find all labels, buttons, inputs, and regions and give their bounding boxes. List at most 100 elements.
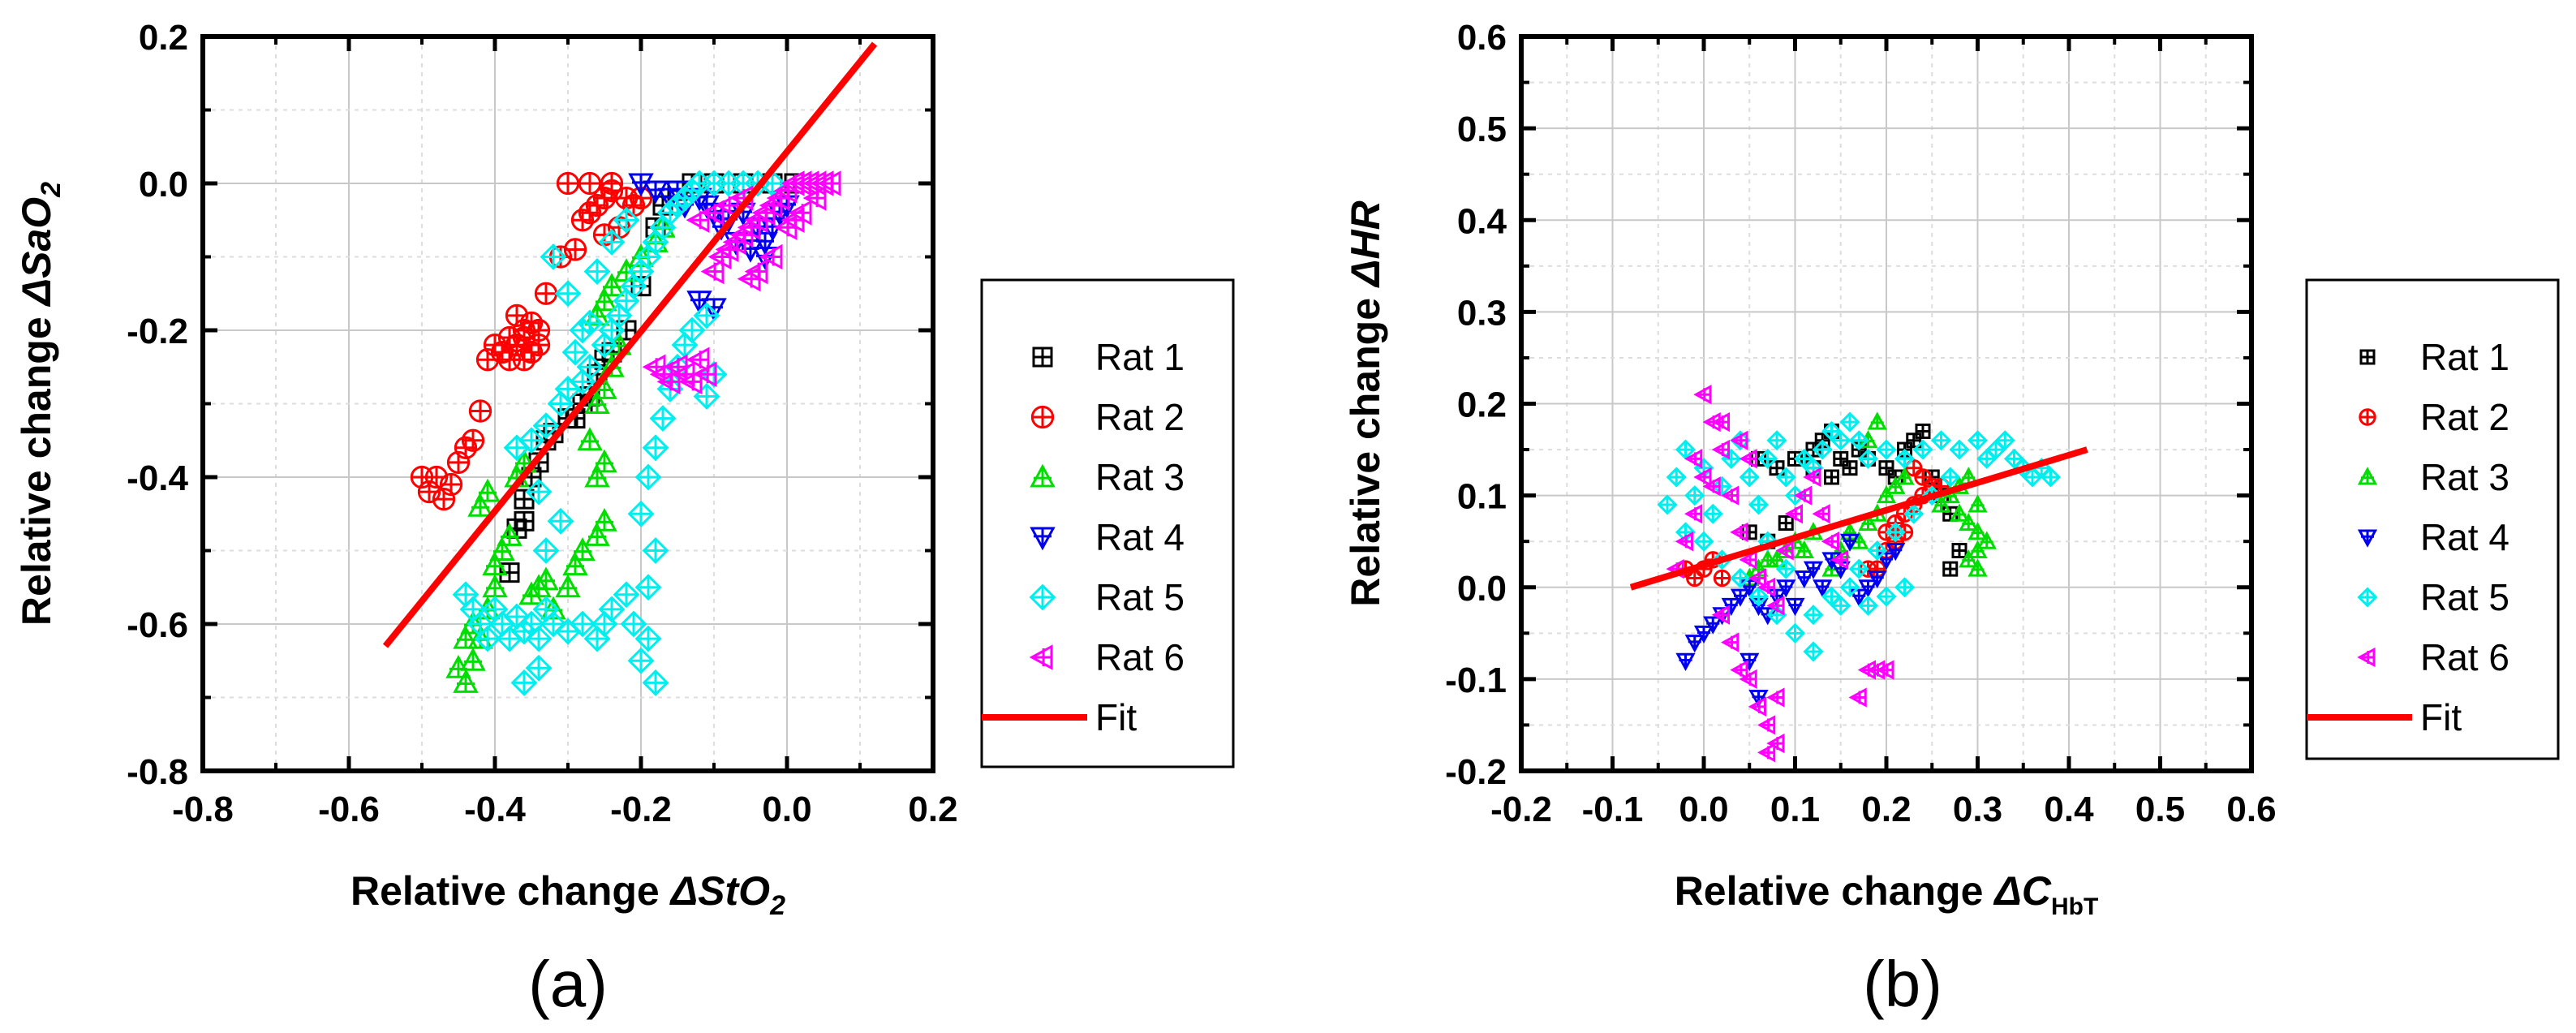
- data-point: [591, 507, 617, 532]
- data-point: [1684, 449, 1703, 469]
- x-tick-label: 0.3: [1953, 790, 2002, 829]
- data-point: [1942, 561, 1959, 577]
- data-point: [1702, 503, 1723, 524]
- x-tick-label: -0.1: [1582, 790, 1644, 829]
- y-tick-label: -0.8: [127, 752, 188, 792]
- data-point: [686, 207, 710, 233]
- legend-item: Rat 6: [1029, 636, 1185, 678]
- x-tick-label: -0.4: [464, 790, 526, 829]
- data-point: [1824, 469, 1839, 485]
- data-point: [1976, 531, 1997, 549]
- x-axis-label-a: Relative change ΔStO2: [350, 868, 785, 921]
- x-tick-label: 0.0: [762, 790, 811, 829]
- data-point: [1803, 467, 1821, 488]
- data-point: [562, 552, 588, 576]
- legend-label: Rat 5: [1095, 576, 1185, 618]
- data-point: [554, 280, 582, 308]
- ticks-a: -0.8 -0.6 -0.4 -0.2 0.0 0.2 -0.8 -0.6 -0.4 -0.2 0.…: [127, 18, 957, 829]
- data-point: [642, 434, 669, 462]
- legend-item: Rat 4: [2357, 516, 2509, 558]
- data-point: [1849, 588, 1869, 607]
- data-point: [1867, 570, 1887, 589]
- data-point: [461, 428, 485, 452]
- data-point: [1967, 522, 1988, 540]
- x-tick-label: -0.6: [318, 790, 380, 829]
- data-point: [1666, 467, 1687, 488]
- data-point: [1867, 411, 1887, 430]
- data-point: [1914, 468, 1932, 486]
- legend-item: Rat 2: [2359, 396, 2509, 438]
- data-point: [1721, 597, 1741, 617]
- data-point: [1730, 430, 1748, 450]
- data-point: [1803, 605, 1824, 626]
- data-point: [1949, 503, 1970, 522]
- data-point: [1794, 570, 1814, 589]
- legend-item: Rat 2: [1030, 396, 1185, 438]
- data-point: [1839, 411, 1860, 433]
- data-point: [1713, 569, 1731, 588]
- marks-b: [1629, 385, 2088, 763]
- data-point: [1930, 430, 1952, 451]
- data-point: [445, 654, 471, 678]
- fit-line: [382, 41, 878, 648]
- x-tick-label: -0.2: [610, 790, 672, 829]
- legend-label: Rat 3: [1095, 456, 1185, 498]
- data-point: [1657, 494, 1678, 515]
- data-point: [1812, 439, 1833, 460]
- data-point: [1803, 641, 1824, 662]
- data-point: [497, 523, 523, 546]
- data-point: [1769, 460, 1785, 476]
- grid-b: [1521, 37, 2251, 771]
- legend-item-fit: Fit: [982, 696, 1137, 738]
- data-point: [591, 449, 617, 473]
- data-point: [1878, 460, 1894, 476]
- data-point: [693, 361, 717, 388]
- legend-item: Rat 1: [1032, 336, 1185, 378]
- data-point: [1757, 577, 1776, 597]
- data-point: [613, 581, 640, 609]
- data-point: [1730, 660, 1748, 680]
- data-point: [744, 258, 768, 285]
- data-point: [1730, 567, 1751, 588]
- data-point: [1894, 577, 1916, 598]
- data-point: [1886, 543, 1906, 562]
- data-point: [1833, 450, 1849, 467]
- legend-item: Rat 4: [1030, 516, 1185, 558]
- data-point: [584, 390, 610, 414]
- data-point: [1794, 540, 1814, 558]
- data-point: [1903, 503, 1924, 524]
- data-point: [1711, 439, 1730, 460]
- data-point: [1711, 411, 1730, 433]
- marks-a: [382, 41, 878, 696]
- ticks-b: -0.2 -0.1 0.0 0.1 0.2 0.3 0.4 0.5 0.6 -0.2 -0.1 0.0…: [1445, 18, 2276, 829]
- data-point: [1867, 540, 1888, 562]
- data-point: [627, 647, 655, 674]
- series-rat-2-a: [410, 171, 653, 511]
- data-point: [1766, 733, 1785, 754]
- data-point: [678, 316, 706, 344]
- data-point: [453, 625, 479, 649]
- data-point: [1894, 448, 1916, 469]
- legend-box: [2305, 278, 2560, 760]
- data-point: [1693, 467, 1712, 488]
- data-point: [1766, 596, 1785, 616]
- data-point: [533, 566, 559, 591]
- data-point: [613, 206, 640, 234]
- legend-item: Rat 6: [2357, 636, 2509, 678]
- y-tick-label: 0.4: [1457, 201, 1507, 241]
- data-point: [1775, 540, 1794, 561]
- data-point: [583, 258, 611, 286]
- data-point: [439, 472, 463, 497]
- data-point: [598, 228, 626, 256]
- data-point: [600, 171, 624, 196]
- x-tick-label: -0.8: [172, 790, 234, 829]
- data-point: [1839, 577, 1860, 598]
- data-point: [1778, 515, 1794, 532]
- data-point: [1876, 660, 1894, 680]
- data-point: [627, 500, 655, 527]
- x-tick-label: 0.2: [908, 790, 957, 829]
- legend-label: Rat 4: [1095, 516, 1185, 558]
- data-point: [1915, 423, 1931, 439]
- data-point: [474, 625, 501, 652]
- legend-item: Rat 3: [1030, 456, 1185, 498]
